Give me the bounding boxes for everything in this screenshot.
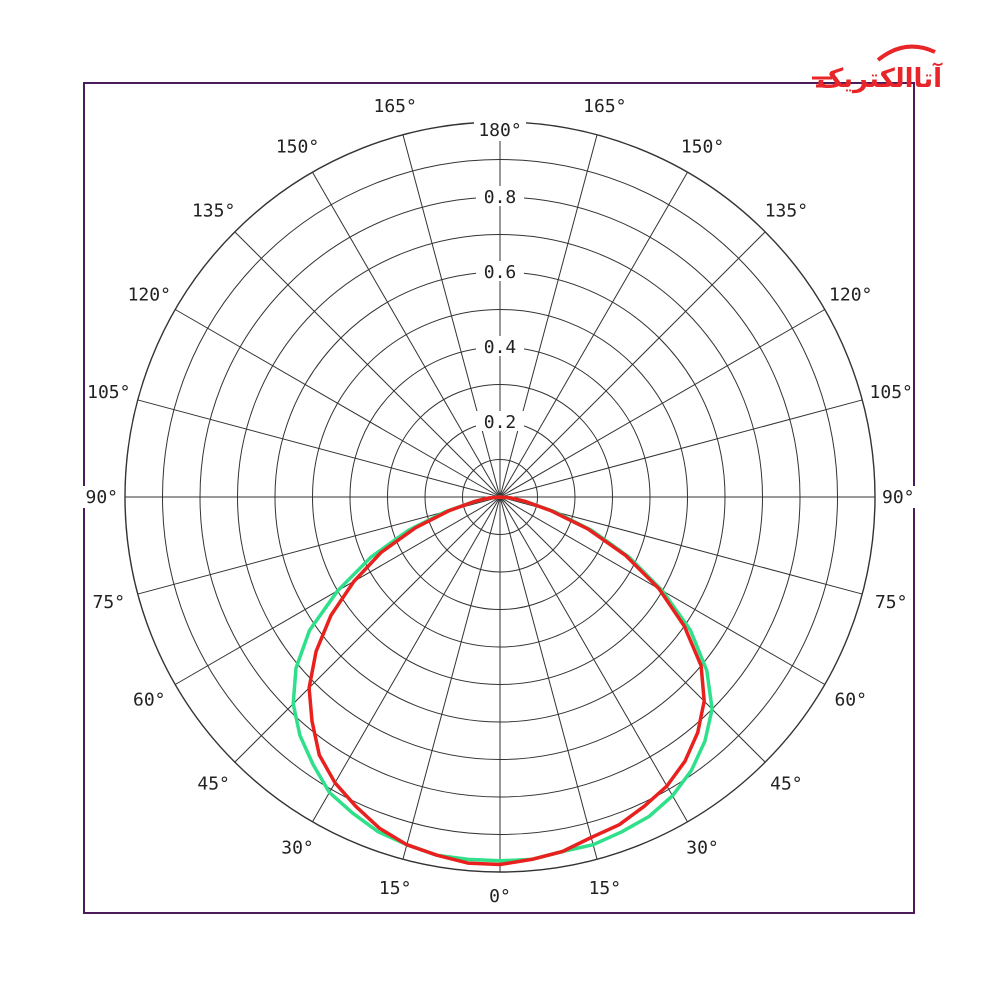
angle-tick-label: 75° (875, 592, 908, 613)
grid-spoke-right-30 (499, 496, 688, 823)
grid-spoke-right-15 (499, 496, 598, 860)
angle-tick-label: 105° (87, 382, 130, 403)
series-layer (291, 495, 714, 867)
grid-spoke-left-30 (312, 496, 501, 823)
angle-tick-label: 150° (276, 136, 319, 157)
angle-tick-label: 30° (686, 838, 719, 859)
logo-swoosh-icon (876, 44, 936, 62)
angle-tick-label: 90° (85, 487, 118, 508)
radial-tick-label: 0.4 (484, 337, 517, 358)
angle-tick-label: 45° (197, 773, 230, 794)
grid-spoke-left-15 (402, 496, 501, 860)
radial-label-bg (476, 411, 524, 431)
angle-tick-label: 120° (128, 285, 171, 306)
angle-tick-label: 120° (829, 285, 872, 306)
grid-spoke-right-105 (499, 399, 863, 498)
angle-tick-label: 165° (373, 96, 416, 117)
radial-label-bg (476, 186, 524, 206)
grid-spoke-left-105 (137, 399, 501, 498)
angle-tick-label: 15° (379, 878, 412, 899)
angle-tick-label: 75° (93, 592, 126, 613)
angle-tick-label: 150° (681, 136, 724, 157)
angle-tick-label: 135° (192, 201, 235, 222)
angle-tick-label: 180° (478, 120, 521, 141)
angle-tick-label: 135° (765, 201, 808, 222)
radial-label-bg (476, 336, 524, 356)
angle-tick-label: 60° (834, 690, 867, 711)
angle-tick-label: 105° (870, 382, 913, 403)
angle-label-bg (474, 119, 526, 141)
brand-logo: آتاالکتریک (812, 44, 943, 94)
grid-spoke-left-150 (312, 171, 501, 498)
angle-tick-label: 45° (770, 773, 803, 794)
radial-label-bg (476, 261, 524, 281)
radial-tick-labels: 0.2 0.4 0.6 0.8 (476, 186, 524, 433)
logo-speed-lines-icon (812, 76, 834, 88)
grid-spoke-right-120 (499, 309, 826, 498)
angle-tick-label: 165° (583, 96, 626, 117)
angle-tick-label: 0° (489, 886, 511, 907)
grid-spoke-right-135 (499, 231, 766, 498)
grid-spoke-right-165 (499, 134, 598, 498)
angle-label-bg (474, 885, 526, 907)
grid-spoke-right-45 (499, 496, 766, 763)
radial-tick-label: 0.8 (484, 187, 517, 208)
angle-tick-label: 15° (589, 878, 622, 899)
angle-label-bg (70, 486, 122, 508)
angle-label-bg (878, 486, 930, 508)
grid-spoke-left-120 (174, 309, 501, 498)
angle-tick-label: 90° (882, 487, 915, 508)
angle-tick-label: 30° (281, 838, 314, 859)
angle-tick-labels: 0° 15° 15° 30° 30° 45° 45° 60° 60° 75° 75° 90° 90° 10… (70, 96, 930, 907)
grid-spoke-left-135 (234, 231, 501, 498)
angle-tick-label: 60° (133, 690, 166, 711)
series-line-2 (307, 495, 706, 867)
grid-spoke-left-45 (234, 496, 501, 763)
logo-text: آتاالکتریک (817, 62, 943, 94)
radial-tick-label: 0.6 (484, 262, 517, 283)
grid-spoke-right-150 (499, 171, 688, 498)
grid-spoke-left-165 (402, 134, 501, 498)
angle-grid (125, 122, 875, 872)
radial-tick-label: 0.2 (484, 412, 517, 433)
